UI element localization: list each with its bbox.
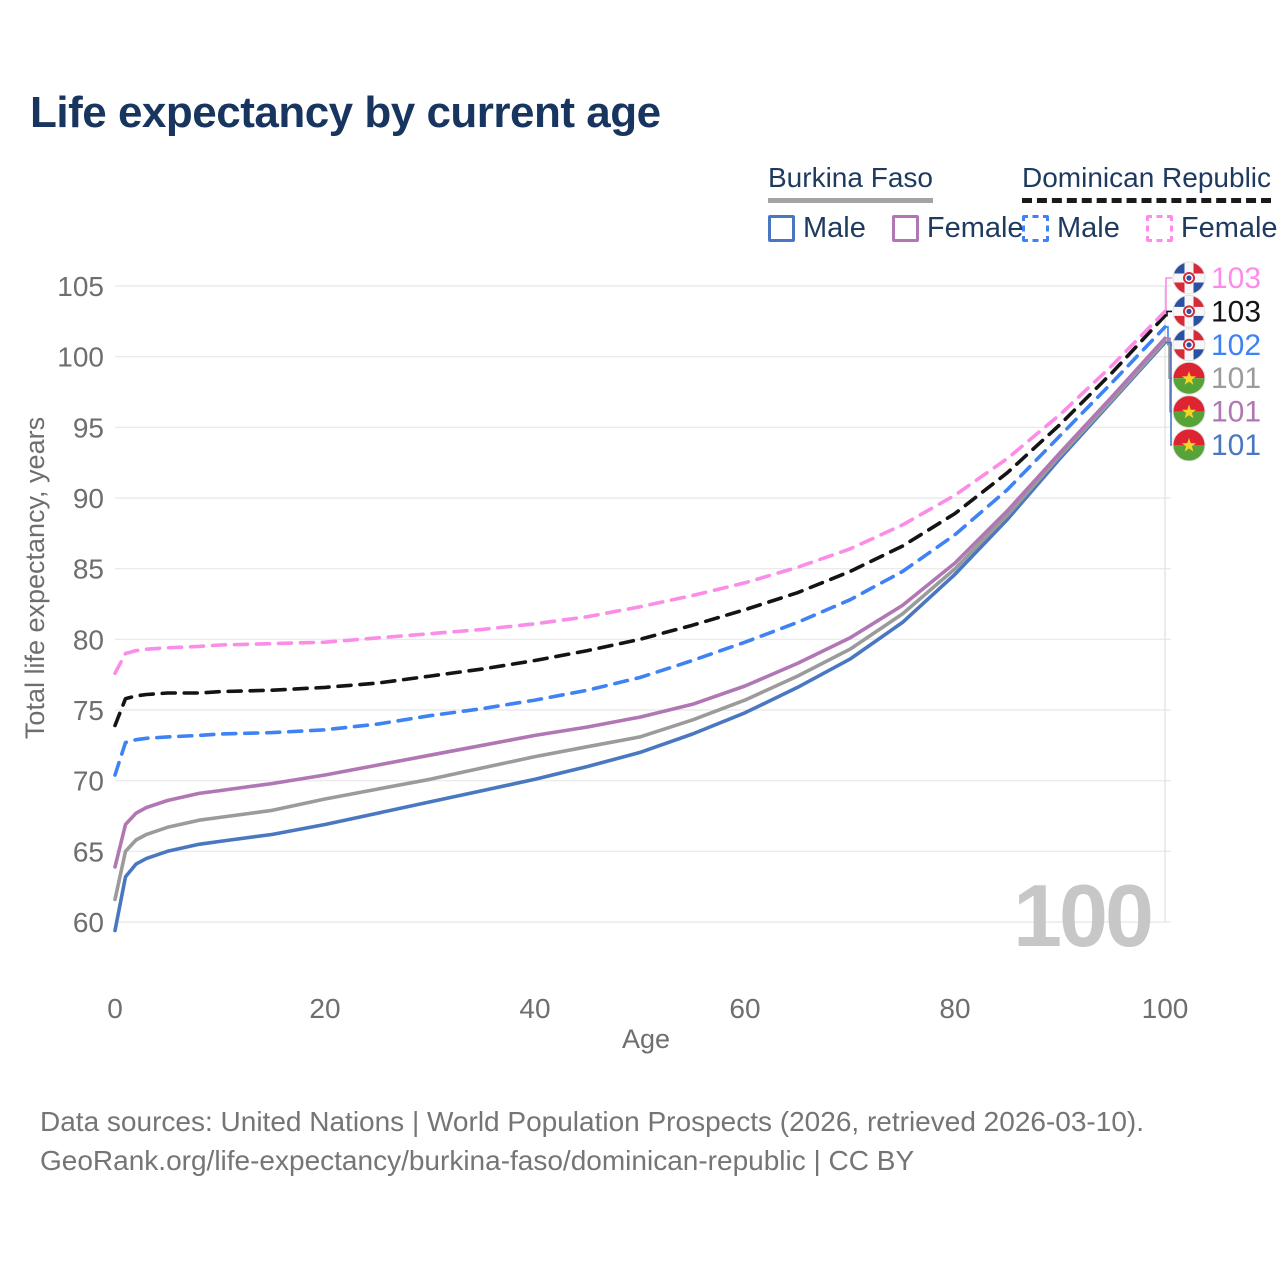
x-tick-label-0: 0 bbox=[107, 993, 123, 1024]
end-label-value: 103 bbox=[1211, 262, 1261, 295]
bf-female-swatch-icon bbox=[891, 215, 919, 242]
series-line-dominican-republic-male bbox=[113, 325, 1167, 777]
legend-group-burkina-faso: Burkina Faso Male Female bbox=[768, 162, 1024, 245]
dominican-republic-flag-icon bbox=[1172, 328, 1206, 362]
legend-label-dr-female: Female bbox=[1180, 212, 1278, 244]
y-tick-label-80: 80 bbox=[73, 624, 104, 655]
legend-items-dominican-republic: Male Female bbox=[1022, 212, 1278, 245]
legend-item-bf-male[interactable]: Male bbox=[768, 212, 866, 245]
x-tick-label-100: 100 bbox=[1142, 993, 1189, 1024]
series-line-burkina-faso-female bbox=[113, 336, 1167, 869]
burkina-faso-flag-icon bbox=[1172, 395, 1206, 429]
y-tick-label-95: 95 bbox=[73, 412, 104, 443]
legend-country-dominican-republic[interactable]: Dominican Republic bbox=[1022, 162, 1272, 203]
legend-item-dr-male[interactable]: Male bbox=[1022, 212, 1120, 245]
dr-male-swatch-icon bbox=[1022, 215, 1049, 242]
footer: Data sources: United Nations | World Pop… bbox=[40, 1102, 1144, 1180]
legend-label-bf-female: Female bbox=[926, 212, 1024, 244]
x-axis-title: Age bbox=[622, 1024, 670, 1054]
y-tick-label-75: 75 bbox=[73, 695, 104, 726]
bf-male-swatch-icon bbox=[768, 215, 795, 242]
series-line-dominican-republic-combined bbox=[113, 313, 1167, 728]
footer-data-sources: Data sources: United Nations | World Pop… bbox=[40, 1106, 1145, 1137]
dominican-republic-flag-icon bbox=[1172, 261, 1206, 295]
series-line-dominican-republic-female bbox=[113, 309, 1167, 676]
legend-item-bf-female[interactable]: Female bbox=[891, 212, 1024, 245]
legend-group-dominican-republic: Dominican Republic Male Female bbox=[1022, 162, 1278, 245]
age-watermark: 100 bbox=[1013, 866, 1151, 965]
end-label-connector bbox=[1165, 310, 1172, 317]
legend-label-bf-male: Male bbox=[803, 212, 866, 244]
y-tick-label-60: 60 bbox=[73, 907, 104, 938]
legend-label-dr-male: Male bbox=[1057, 212, 1120, 244]
y-axis-title: Total life expectancy, years bbox=[20, 417, 50, 739]
end-label-value: 101 bbox=[1211, 396, 1261, 429]
x-tick-label-80: 80 bbox=[939, 993, 970, 1024]
end-label-value: 101 bbox=[1211, 429, 1261, 462]
burkina-faso-flag-icon bbox=[1172, 361, 1206, 395]
legend-items-burkina-faso: Male Female bbox=[768, 212, 1024, 245]
page-title: Life expectancy by current age bbox=[30, 88, 661, 137]
end-label-value: 102 bbox=[1211, 329, 1261, 362]
y-tick-label-105: 105 bbox=[57, 271, 104, 302]
y-tick-label-70: 70 bbox=[73, 766, 104, 797]
footer-attribution: GeoRank.org/life-expectancy/burkina-faso… bbox=[40, 1145, 915, 1177]
end-label-connector bbox=[1165, 277, 1172, 313]
y-tick-label-90: 90 bbox=[73, 483, 104, 514]
series-line-burkina-faso-combined bbox=[113, 339, 1167, 902]
end-label-connector bbox=[1165, 341, 1172, 446]
dominican-republic-flag-icon bbox=[1172, 294, 1206, 328]
series-line-burkina-faso-male bbox=[113, 340, 1167, 933]
end-label-value: 101 bbox=[1211, 362, 1261, 395]
dr-female-swatch-icon bbox=[1145, 215, 1173, 242]
burkina-faso-flag-icon bbox=[1172, 428, 1206, 462]
x-tick-label-40: 40 bbox=[519, 993, 550, 1024]
y-tick-label-85: 85 bbox=[73, 554, 104, 585]
legend-country-burkina-faso[interactable]: Burkina Faso bbox=[768, 162, 933, 203]
legend-item-dr-female[interactable]: Female bbox=[1145, 212, 1278, 245]
y-tick-label-100: 100 bbox=[57, 342, 104, 373]
x-tick-label-20: 20 bbox=[309, 993, 340, 1024]
x-tick-label-60: 60 bbox=[729, 993, 760, 1024]
y-tick-label-65: 65 bbox=[73, 836, 104, 867]
end-label-value: 103 bbox=[1211, 295, 1261, 328]
